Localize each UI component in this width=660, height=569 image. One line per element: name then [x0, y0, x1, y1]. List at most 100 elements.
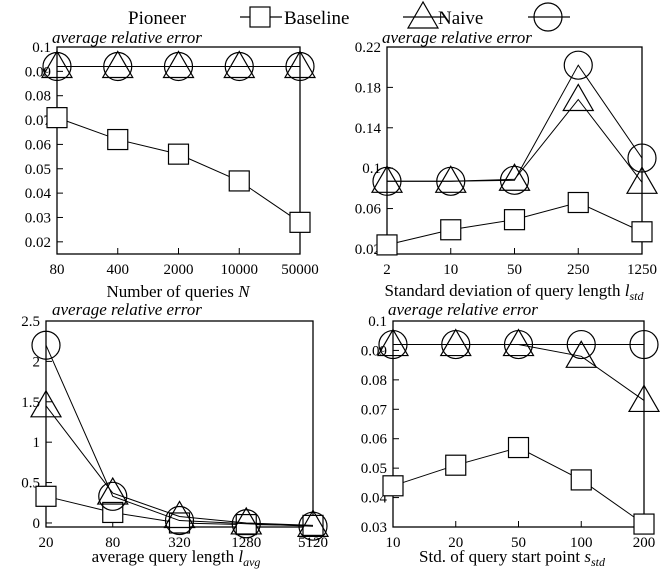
y-tick-label: 0.03 [361, 520, 387, 536]
legend-marker-pioneer [249, 6, 271, 28]
x-tick-label: 10 [386, 535, 401, 551]
y-tick-label: 0.08 [25, 89, 51, 105]
data-point-naive [503, 329, 534, 360]
data-point-naive [298, 511, 328, 541]
data-point-baseline [162, 50, 195, 79]
x-tick-label: 20 [39, 535, 54, 551]
data-point-baseline [283, 50, 317, 79]
data-point-pioneer [445, 454, 467, 476]
y-tick-label: 0.14 [355, 121, 382, 137]
y-tick-label: 0.06 [25, 137, 52, 153]
x-tick-label: 50000 [281, 262, 319, 278]
chart-panels: 0.020.030.040.050.060.070.080.090.180 400… [21, 28, 660, 569]
x-tick-label: 10 [443, 262, 458, 278]
data-point-pioneer [376, 234, 398, 256]
y-tick-label: 0.1 [32, 40, 51, 56]
y-tick-label: 0 [33, 516, 41, 532]
data-point-baseline [562, 83, 595, 112]
y-tick-label: 2 [33, 354, 41, 370]
series-line-pioneer [56, 117, 301, 223]
data-point-baseline [230, 506, 263, 535]
series-line-pioneer [392, 447, 645, 525]
legend-marker-baseline [406, 0, 440, 29]
y-tick-label: 0.02 [25, 235, 51, 251]
plot-frame [392, 320, 645, 528]
data-point-naive [98, 481, 128, 511]
data-point-naive [31, 330, 61, 360]
data-point-naive [42, 51, 72, 82]
data-point-pioneer [235, 513, 257, 536]
data-point-baseline [101, 50, 134, 79]
y-tick-label: 0.04 [361, 491, 388, 507]
x-axis-label: Std. of query start point sstd [419, 547, 606, 569]
data-point-pioneer [567, 191, 589, 214]
chart-panel-4: 0.030.040.050.060.070.080.090.110 20 50 100… [361, 300, 660, 569]
data-point-pioneer [440, 219, 462, 241]
y-axis-label: average relative error [52, 28, 202, 47]
y-tick-label: 0.06 [361, 432, 388, 448]
data-point-naive [563, 50, 593, 80]
y-tick-label: 0.03 [25, 210, 51, 226]
data-point-pioneer [570, 469, 592, 491]
y-tick-label: 0.05 [25, 162, 51, 178]
y-tick-label: 0.18 [355, 80, 381, 96]
series-line-baseline [393, 344, 645, 401]
x-axis-label: Number of queries N [106, 282, 251, 301]
data-point-baseline [376, 328, 410, 357]
data-point-baseline [625, 166, 659, 194]
y-tick-label: 2.5 [21, 314, 40, 330]
chart-panel-3: 0 0.5 1 1.5 2 2.5 20 80 320 1280 5120 average relat… [21, 300, 330, 569]
x-tick-label: 50 [511, 535, 526, 551]
data-point-naive [163, 51, 194, 82]
legend-marker-naive [533, 2, 563, 32]
data-point-baseline [627, 384, 660, 413]
data-point-baseline [223, 50, 256, 79]
series-line-naive [387, 64, 643, 182]
y-tick-label: 0.05 [361, 461, 387, 477]
legend-label-naive: Naive [438, 8, 483, 29]
data-point-naive [164, 505, 195, 536]
x-tick-label: 1280 [231, 535, 261, 551]
chart-panel-2: 0.02 0.06 0.1 0.14 0.18 0.22 2 10 50 250 1250 avera… [355, 28, 659, 303]
y-tick-label: 0.1 [368, 314, 387, 330]
data-point-naive [231, 509, 261, 539]
data-point-baseline [502, 328, 535, 357]
data-point-naive [629, 329, 659, 360]
data-point-naive [103, 51, 133, 82]
data-point-baseline [29, 389, 63, 418]
data-point-naive [436, 166, 466, 196]
legend: Pioneer Baseline Naive [128, 0, 570, 32]
legend-label-pioneer: Pioneer [128, 8, 187, 29]
y-tick-label: 0.1 [362, 161, 381, 177]
x-tick-label: 50 [507, 262, 522, 278]
data-point-baseline [565, 340, 598, 368]
x-tick-label: 20 [448, 535, 463, 551]
data-point-pioneer [289, 211, 311, 233]
data-point-pioneer [35, 485, 57, 507]
series-line-baseline [45, 405, 314, 526]
x-tick-label: 10000 [221, 262, 259, 278]
data-point-pioneer [631, 221, 653, 243]
x-tick-label: 400 [107, 262, 130, 278]
data-point-naive [285, 51, 315, 82]
y-tick-label: 0.09 [25, 64, 51, 80]
data-point-baseline [296, 509, 330, 537]
series-line-baseline [387, 98, 643, 183]
data-point-baseline [40, 50, 74, 79]
y-tick-label: 0.04 [25, 186, 52, 202]
data-point-pioneer [382, 475, 404, 497]
x-tick-label: 250 [567, 262, 590, 278]
x-axis-label: Standard deviation of query length lstd [384, 281, 644, 303]
data-point-baseline [96, 476, 129, 505]
y-tick-label: 0.22 [355, 40, 381, 56]
y-tick-label: 1.5 [21, 395, 40, 411]
data-point-pioneer [228, 170, 250, 192]
data-point-baseline [163, 500, 196, 529]
y-tick-label: 0.02 [355, 242, 381, 258]
y-tick-label: 0.06 [355, 202, 382, 218]
data-point-baseline [370, 165, 404, 193]
y-axis-label: average relative error [382, 28, 532, 47]
x-tick-label: 200 [633, 535, 656, 551]
data-point-naive [627, 143, 657, 173]
